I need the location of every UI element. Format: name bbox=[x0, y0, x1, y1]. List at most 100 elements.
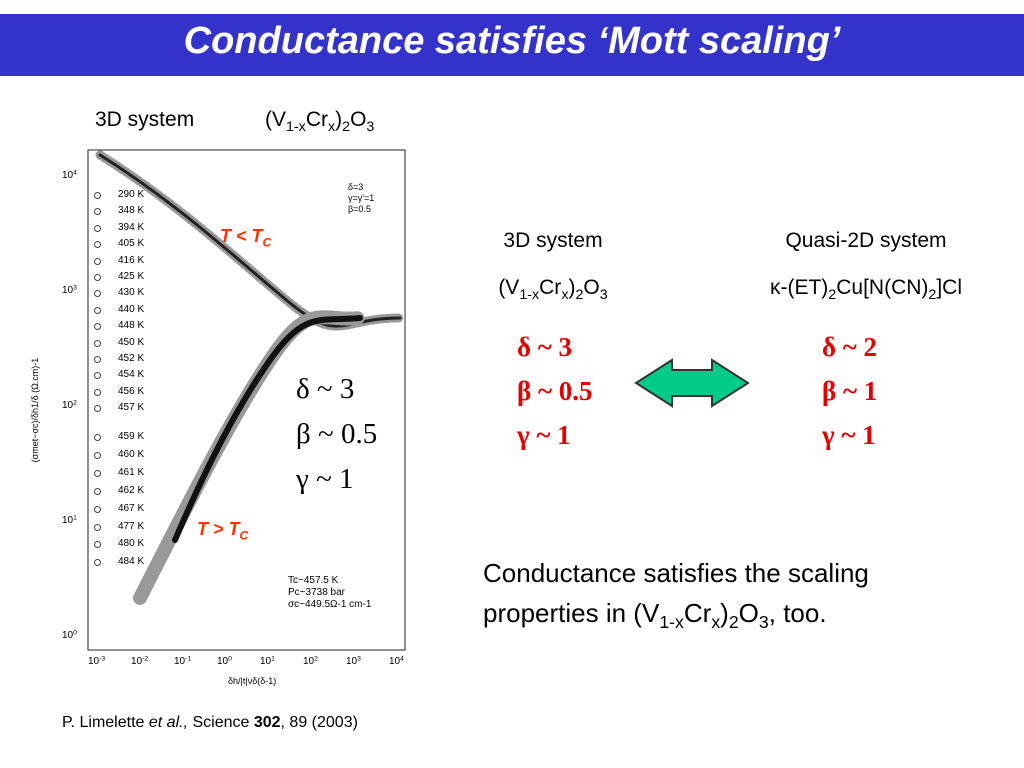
temperature-label: 405 K bbox=[118, 238, 145, 250]
temperature-label: 450 K bbox=[118, 336, 145, 348]
citation-part: 302 bbox=[253, 714, 281, 731]
legend-marker bbox=[94, 541, 101, 549]
tick-exponent: 3 bbox=[73, 284, 77, 292]
x-tick-label: 10-3 bbox=[88, 656, 105, 667]
temperature-label: 457 K bbox=[118, 402, 145, 414]
legend-marker bbox=[94, 434, 101, 441]
tick-base: 10 bbox=[389, 656, 401, 667]
x-axis-label: δh/|t|νδ(δ-1) bbox=[228, 676, 277, 686]
tick-base: 10 bbox=[131, 656, 143, 667]
subscript: 1-x bbox=[286, 118, 306, 135]
text-part: O bbox=[738, 598, 759, 628]
legend-marker bbox=[94, 224, 101, 232]
text-part: Cr bbox=[683, 598, 712, 628]
subscript: C bbox=[239, 528, 249, 543]
critical-param: Pc~3738 bar bbox=[288, 587, 345, 598]
column-exponent: β ~ 1 bbox=[822, 376, 878, 406]
legend-marker bbox=[94, 559, 101, 567]
y-tick-label: 102 bbox=[62, 400, 77, 411]
left-label: 3D system bbox=[95, 108, 195, 131]
temperature-label: 440 K bbox=[118, 303, 145, 315]
subscript: 2 bbox=[342, 118, 351, 135]
figure-exponent: γ ~ 1 bbox=[296, 463, 354, 495]
text-part: , too. bbox=[768, 598, 827, 628]
y-tick-label: 104 bbox=[62, 170, 77, 181]
subscript: 2 bbox=[728, 612, 739, 633]
legend-marker bbox=[94, 372, 101, 380]
text-part: O bbox=[583, 276, 600, 299]
legend-marker bbox=[94, 274, 101, 281]
subscript: 2 bbox=[575, 286, 584, 303]
subscript: 1-x bbox=[659, 612, 684, 633]
temperature-label: 459 K bbox=[118, 431, 145, 442]
tick-exponent: 2 bbox=[73, 399, 77, 407]
legend-marker bbox=[94, 208, 101, 216]
y-tick-label: 103 bbox=[62, 285, 77, 296]
column-exponent: δ ~ 3 bbox=[517, 332, 573, 362]
text-part: Conductance satisfies the scaling bbox=[483, 558, 869, 588]
text-part: (V bbox=[498, 276, 520, 299]
temperature-label: 477 K bbox=[118, 520, 145, 532]
column-formula: (V1-xCrx)2O3 bbox=[403, 276, 703, 303]
text-part: ) bbox=[720, 598, 729, 628]
legend-marker bbox=[94, 192, 101, 199]
data-curves bbox=[95, 150, 405, 605]
legend-marker bbox=[94, 241, 101, 249]
tick-exponent: 0 bbox=[228, 655, 232, 663]
tick-base: 10 bbox=[62, 400, 74, 411]
critical-param: Tc~457.5 K bbox=[288, 575, 339, 586]
temperature-label: 416 K bbox=[118, 254, 145, 266]
column-exponent: δ ~ 2 bbox=[822, 332, 878, 362]
text-part: ]Cl bbox=[936, 276, 963, 299]
text-part: T < T bbox=[220, 226, 263, 246]
tick-base: 10 bbox=[174, 656, 186, 667]
tick-exponent: 0 bbox=[73, 629, 77, 637]
column-exponent: γ ~ 1 bbox=[517, 420, 571, 450]
annotation-low: T < TC bbox=[220, 226, 272, 250]
plot-frame bbox=[87, 149, 406, 651]
temperature-label: 484 K bbox=[118, 556, 145, 568]
temperature-label: 467 K bbox=[118, 502, 145, 514]
subscript: x bbox=[711, 612, 721, 633]
citation-part: Science bbox=[188, 714, 254, 731]
tick-base: 10 bbox=[260, 656, 272, 667]
temperature-label: 461 K bbox=[118, 466, 145, 478]
note-line: properties in (V1-xCrx)2O3, too. bbox=[483, 598, 827, 633]
subscript: x bbox=[328, 118, 336, 135]
column-exponent: γ ~ 1 bbox=[822, 420, 876, 450]
tick-exponent: -3 bbox=[99, 655, 106, 663]
legend-marker bbox=[94, 257, 101, 265]
figure-exponent: β ~ 0.5 bbox=[296, 418, 378, 450]
legend-marker bbox=[94, 388, 101, 396]
x-tick-label: 104 bbox=[389, 656, 404, 667]
y-tick-label: 101 bbox=[62, 515, 77, 526]
temperature-label: 394 K bbox=[118, 221, 145, 233]
note-line: Conductance satisfies the scaling bbox=[483, 558, 869, 589]
temperature-label: 430 K bbox=[118, 287, 145, 299]
legend-marker bbox=[94, 405, 101, 413]
citation-part: , 89 (2003) bbox=[280, 714, 358, 731]
text-part: properties in (V bbox=[483, 598, 660, 628]
temperature-label: 452 K bbox=[118, 353, 145, 364]
temperature-label: 425 K bbox=[118, 271, 145, 282]
tick-exponent: 4 bbox=[400, 655, 404, 663]
model-param: δ=3 bbox=[348, 182, 364, 192]
text-part: (V bbox=[265, 108, 286, 131]
figure-exponent: δ ~ 3 bbox=[296, 373, 355, 405]
column-label: Quasi-2D system bbox=[785, 229, 947, 252]
tick-exponent: -1 bbox=[185, 655, 192, 663]
text-part: O bbox=[350, 108, 367, 131]
legend-marker bbox=[94, 323, 101, 331]
column-label: 3D system bbox=[503, 229, 603, 252]
tick-base: 10 bbox=[62, 285, 74, 296]
temperature-label: 462 K bbox=[118, 484, 145, 496]
subscript: 3 bbox=[758, 612, 769, 633]
x-tick-label: 103 bbox=[346, 656, 361, 667]
tick-exponent: -2 bbox=[142, 655, 149, 663]
legend-marker bbox=[94, 523, 101, 531]
critical-param: σc~449.5Ω-1 cm-1 bbox=[288, 599, 372, 610]
text-part: ) bbox=[335, 108, 343, 131]
subscript: C bbox=[262, 235, 272, 250]
text-part: Cu[N(CN) bbox=[836, 276, 929, 299]
temperature-label: 456 K bbox=[118, 385, 145, 397]
